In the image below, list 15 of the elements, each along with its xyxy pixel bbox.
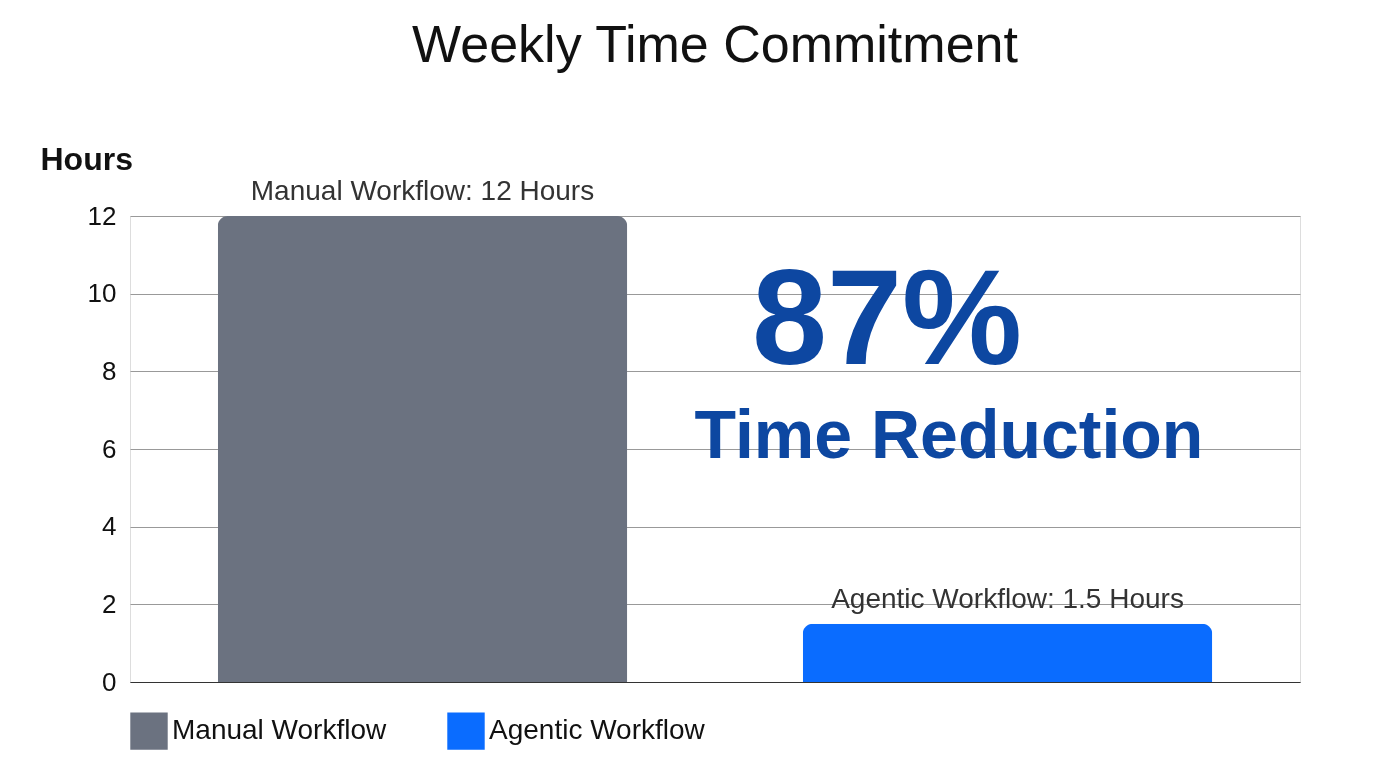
y-tick-label: 8 <box>102 355 117 386</box>
y-axis-title: Hours <box>40 140 133 177</box>
y-tick-label: 6 <box>102 433 117 464</box>
y-tick-label: 2 <box>102 588 117 619</box>
legend-label: Agentic Workflow <box>489 714 706 746</box>
y-tick-label: 0 <box>102 666 117 697</box>
y-tick-label: 12 <box>87 200 117 231</box>
chart-title: Weekly Time Commitment <box>412 15 1019 73</box>
data-label: Manual Workflow: 12 Hours <box>250 175 595 206</box>
y-tick-label: 4 <box>102 511 117 542</box>
annotation: Time Reduction <box>694 395 1204 472</box>
data-label: Agentic Workflow: 1.5 Hours <box>831 582 1184 614</box>
legend-label: Manual Workflow <box>172 714 387 746</box>
annotation: 87% <box>751 242 1023 394</box>
y-tick-label: 10 <box>87 278 117 309</box>
